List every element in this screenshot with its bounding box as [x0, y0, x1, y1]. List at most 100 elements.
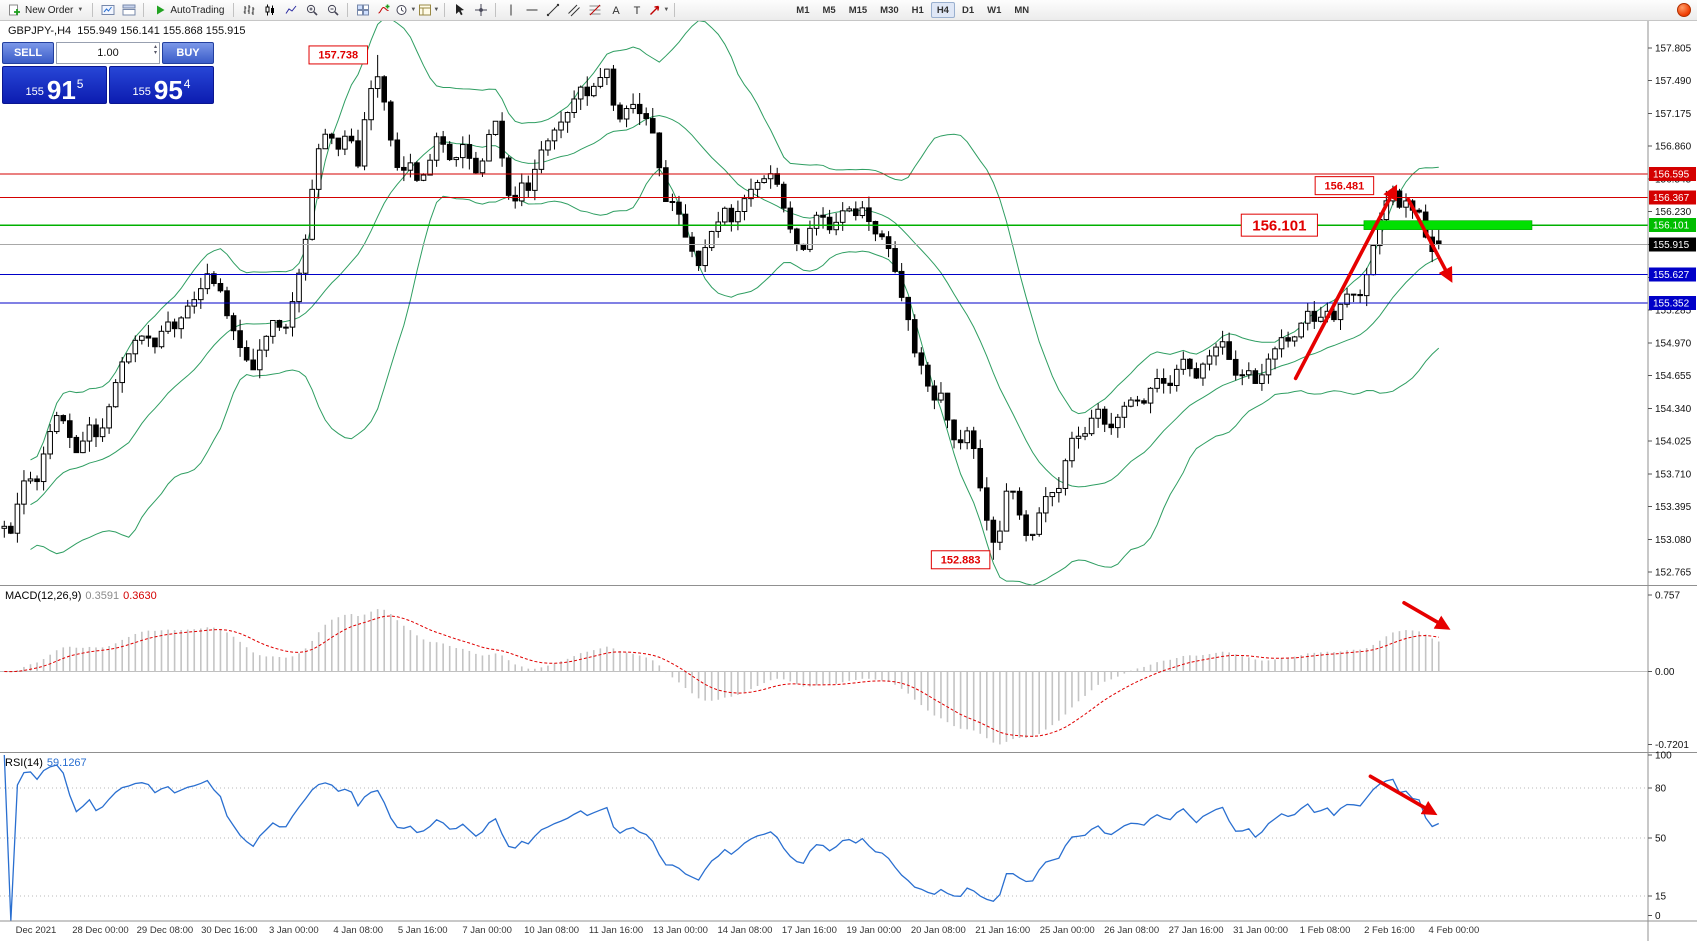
timeframe-button-m15[interactable]: M15 — [848, 4, 868, 16]
bar-chart-icon[interactable] — [239, 2, 258, 19]
cursor-icon[interactable] — [450, 2, 469, 19]
volume-input[interactable]: 1.00 ▴ ▾ — [56, 42, 160, 64]
market-watch-icon[interactable] — [119, 2, 138, 19]
autotrading-play-icon — [157, 5, 165, 15]
line-chart-icon[interactable] — [281, 2, 300, 19]
rsi-panel-layer[interactable] — [0, 754, 1648, 922]
periods-caret-icon: ▼ — [410, 7, 417, 13]
new-order-icon — [9, 4, 20, 16]
tile-windows-icon[interactable] — [353, 2, 372, 19]
timeframe-button-w1[interactable]: W1 — [987, 4, 1002, 16]
svg-text:153.080: 153.080 — [1655, 535, 1692, 546]
vertical-line-tool-icon[interactable] — [501, 2, 520, 19]
price-annotation-box — [1314, 176, 1375, 196]
svg-text:1 Feb 08:00: 1 Feb 08:00 — [1300, 925, 1351, 936]
toolbar-separator — [495, 3, 497, 17]
zoom-out-icon[interactable] — [323, 2, 342, 19]
fibonacci-tool-icon[interactable] — [585, 2, 604, 19]
timeframe-button-m30[interactable]: M30 — [880, 4, 899, 16]
channel-tool-icon[interactable] — [564, 2, 583, 19]
svg-text:3 Jan 00:00: 3 Jan 00:00 — [269, 925, 319, 936]
svg-text:27 Jan 16:00: 27 Jan 16:00 — [1169, 925, 1224, 936]
new-order-button[interactable]: New Order ▼ — [4, 2, 87, 19]
svg-text:154.025: 154.025 — [1655, 437, 1692, 448]
arrows-tool-icon[interactable]: ▼ — [648, 2, 669, 19]
svg-text:T: T — [633, 5, 640, 17]
svg-text:7 Jan 00:00: 7 Jan 00:00 — [462, 925, 512, 936]
one-click-trading-panel: SELL 1.00 ▴ ▾ BUY 155 91 5 155 95 4 — [2, 42, 214, 104]
svg-text:155.627: 155.627 — [1653, 270, 1690, 281]
new-order-label: New Order — [25, 4, 74, 16]
macd-panel-layer[interactable] — [0, 609, 1648, 745]
timeframe-button-mn[interactable]: MN — [1014, 4, 1030, 16]
sell-price-pips: 91 — [46, 74, 76, 105]
svg-text:157.805: 157.805 — [1655, 43, 1692, 54]
svg-text:153.395: 153.395 — [1655, 502, 1692, 513]
zoom-in-icon[interactable] — [302, 2, 321, 19]
sell-price-display[interactable]: 155 91 5 — [2, 66, 107, 104]
label-tool-icon[interactable]: T — [627, 2, 646, 19]
highlight-zone[interactable] — [1363, 220, 1533, 230]
alert-status-icon[interactable] — [1674, 2, 1693, 19]
svg-text:155.915: 155.915 — [1653, 240, 1690, 251]
toolbar-separator — [674, 3, 676, 17]
svg-text:154.970: 154.970 — [1655, 338, 1692, 349]
timeframe-button-h1[interactable]: H1 — [911, 4, 924, 16]
svg-text:0.00: 0.00 — [1655, 667, 1675, 678]
autotrading-label: AutoTrading — [170, 4, 225, 16]
svg-text:154.655: 154.655 — [1655, 371, 1692, 382]
new-order-caret-icon: ▼ — [77, 7, 84, 13]
rsi-name: RSI(14) — [5, 757, 43, 769]
svg-text:0: 0 — [1655, 911, 1661, 922]
svg-text:50: 50 — [1655, 834, 1667, 845]
sell-price-main: 155 — [25, 86, 44, 98]
price-axis[interactable]: 157.805157.490157.175156.860156.545156.2… — [0, 20, 1697, 943]
volume-down-icon[interactable]: ▾ — [153, 50, 157, 56]
chart-ohlc-readout: GBPJPY-,H4 155.949 156.141 155.868 155.9… — [8, 25, 246, 37]
templates-icon[interactable]: ▼ — [418, 2, 439, 19]
chart-background — [0, 20, 1697, 943]
annotations-layer[interactable]: 157.738 156.481 156.101 152.883 — [308, 45, 1453, 816]
timeframe-button-h4[interactable]: H4 — [930, 2, 955, 18]
candlestick-chart-icon[interactable] — [260, 2, 279, 19]
buy-price-display[interactable]: 155 95 4 — [109, 66, 214, 104]
volume-up-icon[interactable]: ▴ — [153, 44, 157, 50]
sell-button[interactable]: SELL — [2, 42, 54, 64]
time-axis[interactable]: Dec 2021 28 Dec 00:00 29 Dec 08:00 30 Dec 1… — [16, 925, 1480, 936]
trend-arrow — [1368, 774, 1438, 816]
volume-spinner[interactable]: ▴ ▾ — [154, 44, 157, 56]
timeframe-button-m1[interactable]: M1 — [796, 4, 810, 16]
timeframe-button-d1[interactable]: D1 — [961, 4, 975, 16]
indicators-icon[interactable] — [374, 2, 393, 19]
toolbar-separator — [444, 3, 446, 17]
candlesticks-layer — [1, 54, 1442, 560]
toolbar-separator — [143, 3, 145, 17]
templates-caret-icon: ▼ — [433, 7, 440, 13]
buy-button[interactable]: BUY — [162, 42, 214, 64]
svg-text:100: 100 — [1655, 751, 1672, 762]
macd-indicator-label: MACD(12,26,9) 0.3591 0.3630 — [5, 590, 157, 602]
periods-icon[interactable]: ▼ — [395, 2, 416, 19]
crosshair-icon[interactable] — [471, 2, 490, 19]
svg-text:0.757: 0.757 — [1655, 590, 1680, 601]
buy-price-pips: 95 — [153, 74, 183, 105]
svg-text:156.481: 156.481 — [1325, 180, 1365, 192]
timeframe-button-m5[interactable]: M5 — [822, 4, 836, 16]
svg-text:153.710: 153.710 — [1655, 469, 1692, 480]
svg-text:-0.7201: -0.7201 — [1655, 740, 1689, 751]
autotrading-button[interactable]: AutoTrading — [149, 2, 228, 19]
buy-price-point: 4 — [183, 77, 191, 91]
svg-text:156.860: 156.860 — [1655, 142, 1692, 153]
arrows-caret-icon: ▼ — [663, 7, 670, 13]
rsi-indicator-label: RSI(14) 59.1267 — [5, 757, 87, 769]
text-tool-icon[interactable]: A — [606, 2, 625, 19]
trendline-tool-icon[interactable] — [543, 2, 562, 19]
horizontal-line-tool-icon[interactable] — [522, 2, 541, 19]
charts-window-icon[interactable] — [98, 2, 117, 19]
svg-text:152.765: 152.765 — [1655, 568, 1692, 579]
svg-text:28 Dec 00:00: 28 Dec 00:00 — [72, 925, 129, 936]
svg-text:157.490: 157.490 — [1655, 76, 1692, 87]
toolbar: New Order ▼ AutoTrading ▼ ▼ A T ▼ — [0, 0, 1697, 21]
